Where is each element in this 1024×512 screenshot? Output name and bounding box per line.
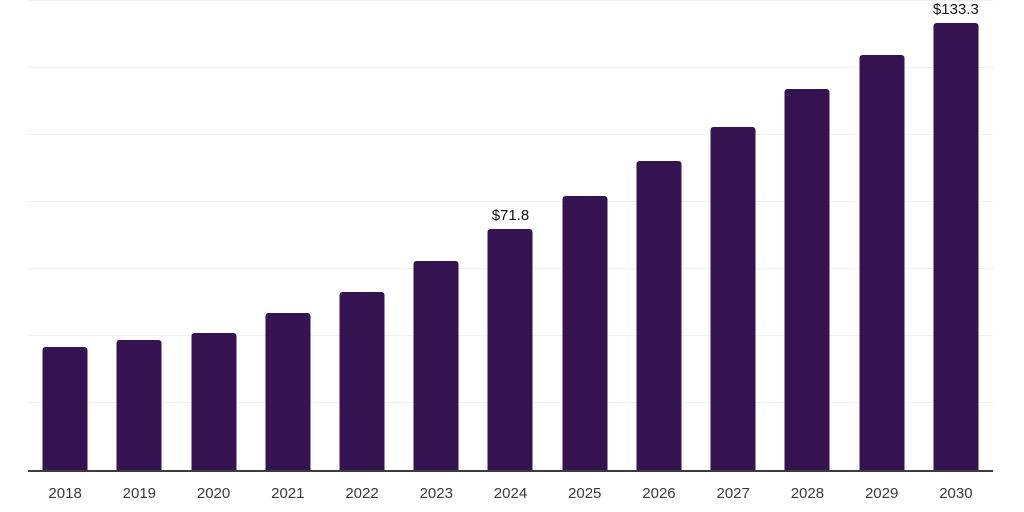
bar-2024: [487, 229, 533, 470]
x-tick-2027: 2027: [716, 485, 750, 502]
x-tick-2026: 2026: [642, 485, 676, 502]
band-2030: $133.3: [919, 1, 993, 470]
bar-2023: [413, 260, 459, 470]
bar-2027: [710, 126, 756, 470]
gridline-120: [28, 67, 993, 68]
gridline-140: [28, 0, 993, 1]
bar-2028: [784, 89, 830, 470]
x-tick-2019: 2019: [122, 485, 157, 502]
bar-2030: [933, 23, 979, 470]
band-2020: [176, 1, 250, 470]
band-2021: [251, 1, 325, 470]
band-2028: [770, 1, 844, 470]
value-label-2030: $133.3: [932, 1, 979, 19]
gridline-100: [28, 134, 993, 135]
plot-area: $71.8 $133.3: [28, 0, 993, 472]
x-tick-2023: 2023: [419, 485, 453, 502]
x-tick-2030: 2030: [939, 485, 973, 502]
x-tick-2022: 2022: [345, 485, 379, 502]
bar-2022: [339, 292, 385, 470]
x-tick-2024: 2024: [493, 485, 528, 502]
bar-2020: [191, 333, 237, 470]
bar-2025: [562, 195, 608, 470]
band-2023: [399, 1, 473, 470]
x-tick-2028: 2028: [790, 485, 825, 502]
bar-2026: [636, 161, 682, 470]
band-2027: [696, 1, 770, 470]
bar-2018: [42, 347, 88, 470]
bar-2021: [265, 312, 311, 470]
x-tick-2029: 2029: [864, 485, 899, 502]
x-tick-2025: 2025: [568, 485, 602, 502]
band-2029: [845, 1, 919, 470]
band-2024: $71.8: [473, 1, 547, 470]
band-2026: [622, 1, 696, 470]
gridline-80: [28, 201, 993, 202]
band-2022: [325, 1, 399, 470]
band-2018: [28, 1, 102, 470]
band-2019: [102, 1, 176, 470]
bar-2029: [859, 55, 905, 470]
bar-2019: [116, 340, 162, 470]
value-label-2024: $71.8: [491, 207, 530, 225]
x-tick-2020: 2020: [196, 485, 231, 502]
x-tick-2018: 2018: [48, 485, 82, 502]
x-axis: 2018 2019 2020 2021 2022 2023 2024 2025 2026 2027…: [28, 473, 993, 512]
band-2025: [548, 1, 622, 470]
x-tick-2021: 2021: [271, 485, 305, 502]
